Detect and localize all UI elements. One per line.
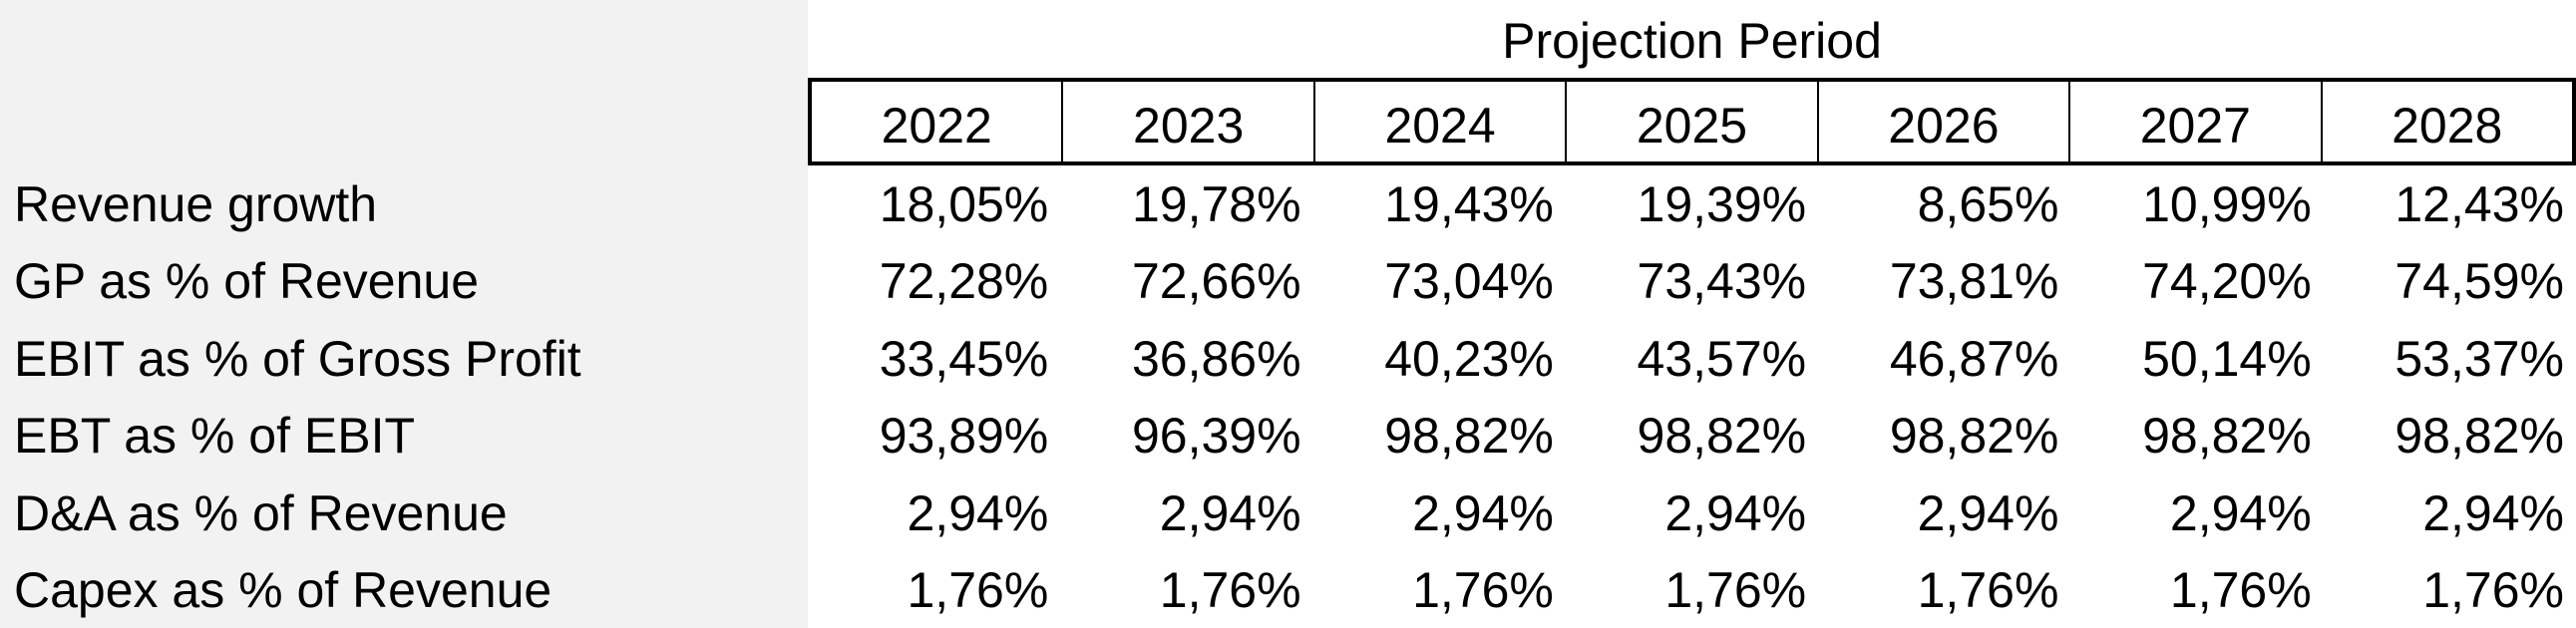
table-cell: 2,94% [1917, 484, 2059, 541]
table-cell: 46,87% [1889, 330, 2059, 387]
table-row: Capex as % of Revenue 1,76% 1,76% 1,76% … [0, 552, 2576, 628]
table-cell: 12,43% [2394, 175, 2564, 232]
year-header-cell: 2025 [1565, 82, 1816, 161]
table-row: GP as % of Revenue 72,28% 72,66% 73,04% … [0, 243, 2576, 321]
row-label: GP as % of Revenue [14, 253, 480, 310]
year-header-cell: 2027 [2068, 82, 2320, 161]
table-cell: 19,39% [1637, 175, 1807, 232]
table-cell: 72,66% [1131, 253, 1301, 310]
table-cell: 36,86% [1131, 330, 1301, 387]
table-cell: 98,82% [1384, 408, 1554, 465]
row-label: EBIT as % of Gross Profit [14, 330, 581, 387]
table-cell: 2,94% [2169, 484, 2312, 541]
table-cell: 1,76% [1917, 562, 2059, 619]
row-values: 33,45% 36,86% 40,23% 43,57% 46,87% 50,14… [808, 330, 2576, 388]
table-cell: 2,94% [907, 484, 1049, 541]
table-cell: 33,45% [879, 330, 1049, 387]
table-cell: 98,82% [1889, 408, 2059, 465]
table-cell: 74,59% [2394, 253, 2564, 310]
table-cell: 73,43% [1637, 253, 1807, 310]
table-cell: 10,99% [2142, 175, 2312, 232]
row-values: 1,76% 1,76% 1,76% 1,76% 1,76% 1,76% 1,76… [808, 561, 2576, 619]
table-cell: 74,20% [2142, 253, 2312, 310]
table-cell: 2,94% [2422, 484, 2564, 541]
table-cell: 98,82% [2142, 408, 2312, 465]
table-cell: 96,39% [1131, 408, 1301, 465]
table-cell: 1,76% [907, 562, 1049, 619]
row-values: 72,28% 72,66% 73,04% 73,43% 73,81% 74,20… [808, 252, 2576, 310]
label-column-background [0, 0, 808, 628]
table-row: Revenue growth 18,05% 19,78% 19,43% 19,3… [0, 165, 2576, 243]
table-cell: 1,76% [2422, 562, 2564, 619]
year-header-cell: 2023 [1061, 82, 1312, 161]
row-label: Capex as % of Revenue [14, 562, 552, 619]
table-cell: 19,78% [1131, 175, 1301, 232]
row-label: EBT as % of EBIT [14, 408, 416, 465]
table-row: EBT as % of EBIT 93,89% 96,39% 98,82% 98… [0, 398, 2576, 475]
row-values: 18,05% 19,78% 19,43% 19,39% 8,65% 10,99%… [808, 175, 2576, 233]
year-header-row: 2022 2023 2024 2025 2026 2027 2028 [808, 78, 2576, 165]
table-cell: 93,89% [879, 408, 1049, 465]
table-cell: 2,94% [1664, 484, 1807, 541]
table-row: EBIT as % of Gross Profit 33,45% 36,86% … [0, 320, 2576, 398]
row-label: D&A as % of Revenue [14, 484, 508, 541]
table-row: D&A as % of Revenue 2,94% 2,94% 2,94% 2,… [0, 474, 2576, 552]
year-header-cell: 2022 [881, 98, 992, 154]
year-header-cell: 2028 [2320, 82, 2572, 161]
table-cell: 50,14% [2142, 330, 2312, 387]
table-cell: 1,76% [2169, 562, 2312, 619]
table-cell: 19,43% [1384, 175, 1554, 232]
year-header-cell: 2024 [1312, 82, 1565, 161]
table-body: Revenue growth 18,05% 19,78% 19,43% 19,3… [0, 165, 2576, 628]
row-values: 93,89% 96,39% 98,82% 98,82% 98,82% 98,82… [808, 407, 2576, 465]
table-cell: 8,65% [1917, 175, 2059, 232]
year-header-cell: 2026 [1816, 82, 2068, 161]
table-cell: 53,37% [2394, 330, 2564, 387]
table-cell: 98,82% [2394, 408, 2564, 465]
table-cell: 73,81% [1889, 253, 2059, 310]
table-cell: 2,94% [1412, 484, 1554, 541]
table-cell: 2,94% [1159, 484, 1301, 541]
table-cell: 98,82% [1637, 408, 1807, 465]
table-cell: 40,23% [1384, 330, 1554, 387]
table-cell: 1,76% [1664, 562, 1807, 619]
table-cell: 73,04% [1384, 253, 1554, 310]
table-cell: 1,76% [1159, 562, 1301, 619]
table-cell: 43,57% [1637, 330, 1807, 387]
row-label: Revenue growth [14, 175, 378, 232]
table-title: Projection Period [1502, 13, 1882, 69]
table-cell: 18,05% [879, 175, 1049, 232]
table-cell: 1,76% [1412, 562, 1554, 619]
row-values: 2,94% 2,94% 2,94% 2,94% 2,94% 2,94% 2,94… [808, 484, 2576, 542]
table-cell: 72,28% [879, 253, 1049, 310]
